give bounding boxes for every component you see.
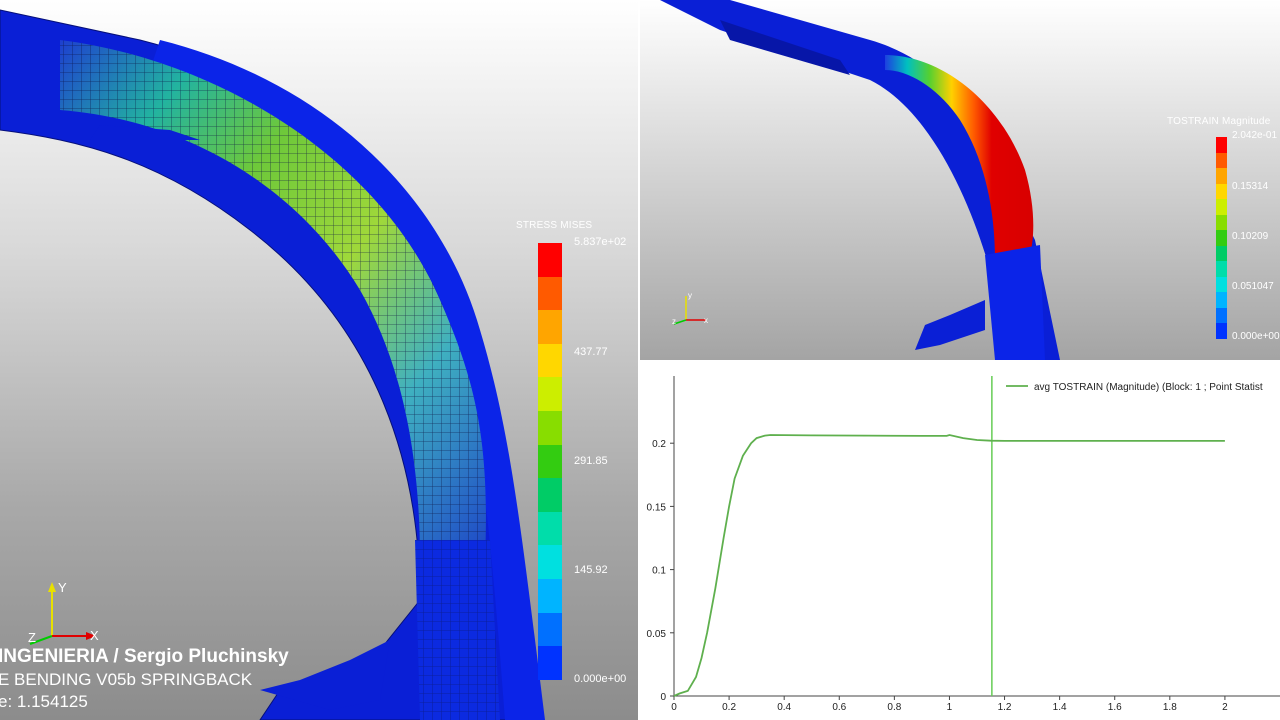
legend-color-swatch: [1216, 137, 1227, 153]
x-tick-label: 0: [671, 702, 677, 713]
line-chart-view[interactable]: 0 0.2 0.4 0.6 0.8 1 1.2 1.4 1.6 1.8 2 0 0.05 0.1 0.15 0…: [640, 360, 1280, 720]
legend-color-swatch: [1216, 307, 1227, 324]
strain-legend-title: TOSTRAIN Magnitude: [1167, 116, 1271, 127]
strain-orientation-axes-widget: y x z: [672, 291, 708, 326]
x-tick-label: 1.8: [1163, 702, 1177, 713]
x-tick-label: 1.4: [1053, 702, 1067, 713]
legend-series-label: avg TOSTRAIN (Magnitude) (Block: 1 ; Poi…: [1034, 382, 1263, 393]
strain-legend-tick: 0.051047: [1232, 281, 1274, 292]
legend-color-swatch: [1216, 245, 1227, 262]
view-divider[interactable]: [638, 0, 640, 720]
orientation-axes-widget: Y X Z: [28, 580, 99, 645]
stress-legend-tick: 145.92: [574, 564, 608, 576]
strain-legend-tick: 2.042e-01: [1232, 130, 1278, 141]
stress-render-svg: [0, 9, 545, 720]
x-tick-label: 1.2: [998, 702, 1012, 713]
stress-color-bar: [538, 243, 562, 680]
legend-color-swatch: [1216, 230, 1227, 246]
legend-color-swatch: [538, 579, 562, 613]
y-tick-label: 0: [660, 692, 666, 703]
time-value-text: e: 1.154125: [0, 692, 88, 711]
axis-label-y: Y: [58, 580, 67, 595]
strain-legend-tick: 0.10209: [1232, 231, 1269, 242]
strain-legend-tick: 0.000e+00: [1232, 331, 1280, 342]
x-tick-label: 0.6: [832, 702, 846, 713]
axis-label-x: X: [90, 628, 99, 643]
legend-color-swatch: [538, 411, 562, 445]
y-tick-label: 0.1: [652, 566, 666, 577]
legend-color-swatch: [538, 612, 562, 647]
legend-color-swatch: [1216, 214, 1227, 231]
strain-axis-label-x: x: [704, 316, 708, 325]
x-tick-label: 2: [1222, 702, 1228, 713]
x-tick-label: 1: [947, 702, 953, 713]
legend-color-swatch: [1216, 292, 1227, 308]
strain-pipe-lower: [985, 245, 1045, 360]
legend-color-swatch: [1216, 276, 1227, 293]
strain-sleeve: [720, 20, 850, 75]
stress-legend-tick: 291.85: [574, 455, 608, 467]
legend-color-swatch: [538, 545, 562, 580]
legend-color-swatch: [1216, 323, 1227, 339]
x-tick-label: 0.2: [722, 702, 736, 713]
strain-axis-label-z: z: [672, 317, 676, 326]
legend-color-swatch: [1216, 199, 1227, 215]
strain-band: [885, 55, 1034, 260]
legend-color-swatch: [538, 478, 562, 512]
legend-color-swatch: [538, 276, 562, 311]
legend-color-swatch: [538, 444, 562, 479]
line-chart-svg: 0 0.2 0.4 0.6 0.8 1 1.2 1.4 1.6 1.8 2 0 0.05 0.1 0.15 0…: [647, 376, 1280, 713]
stress-legend-tick: 437.77: [574, 346, 608, 358]
axis-label-z: Z: [28, 630, 36, 645]
legend-color-swatch: [538, 377, 562, 412]
legend-color-swatch: [538, 646, 562, 680]
x-tick-label: 0.4: [777, 702, 791, 713]
y-tick-label: 0.2: [652, 439, 666, 450]
legend-color-swatch: [538, 343, 562, 378]
series-line: [673, 434, 1225, 697]
strain-render-svg: [660, 0, 1060, 360]
credit-text: INGENIERIA / Sergio Pluchinsky: [0, 646, 289, 667]
legend-color-swatch: [1216, 183, 1227, 200]
render-view-strain[interactable]: TOSTRAIN Magnitude 2.042e-01 0.15314 0.1…: [640, 0, 1280, 360]
y-tick-label: 0.05: [647, 629, 667, 640]
simulation-name-text: E BENDING V05b SPRINGBACK: [0, 670, 253, 689]
strain-color-bar: [1216, 137, 1227, 339]
stress-legend-title: STRESS MISES: [516, 220, 593, 231]
legend-color-swatch: [538, 511, 562, 546]
inner-flange-shape: [90, 125, 200, 140]
legend-color-swatch: [1216, 152, 1227, 169]
x-tick-label: 0.8: [887, 702, 901, 713]
stress-legend-tick: 0.000e+00: [574, 673, 627, 685]
x-tick-label: 1.6: [1108, 702, 1122, 713]
legend-color-swatch: [1216, 168, 1227, 184]
strain-legend-tick: 0.15314: [1232, 181, 1269, 192]
legend-color-swatch: [538, 310, 562, 344]
render-view-stress[interactable]: STRESS MISES 5.837e+02 437.77 291.85 145…: [0, 0, 640, 720]
y-tick-label: 0.15: [647, 502, 667, 513]
legend-color-swatch: [538, 243, 562, 277]
strain-flange: [915, 300, 985, 350]
legend-color-swatch: [1216, 261, 1227, 277]
stress-legend-tick: 5.837e+02: [574, 236, 627, 248]
strain-axis-label-y: y: [688, 291, 692, 300]
